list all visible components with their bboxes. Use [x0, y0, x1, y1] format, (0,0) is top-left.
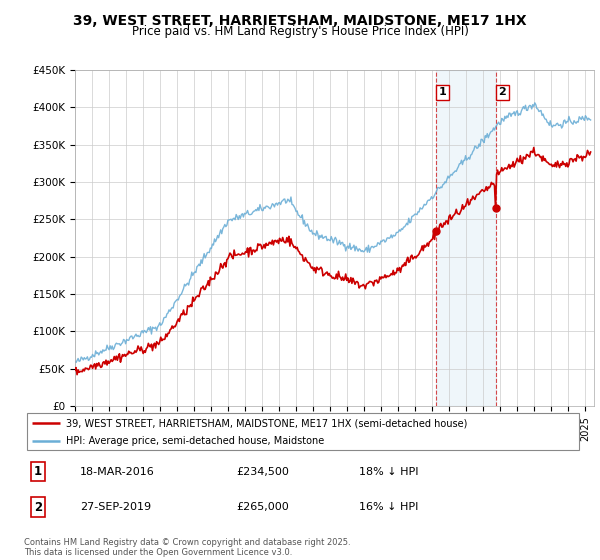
- FancyBboxPatch shape: [27, 413, 579, 450]
- Text: 39, WEST STREET, HARRIETSHAM, MAIDSTONE, ME17 1HX (semi-detached house): 39, WEST STREET, HARRIETSHAM, MAIDSTONE,…: [66, 418, 467, 428]
- Text: £265,000: £265,000: [236, 502, 289, 512]
- Text: Price paid vs. HM Land Registry's House Price Index (HPI): Price paid vs. HM Land Registry's House …: [131, 25, 469, 38]
- Text: 27-SEP-2019: 27-SEP-2019: [80, 502, 151, 512]
- Text: 1: 1: [439, 87, 446, 97]
- Text: 1: 1: [34, 465, 42, 478]
- Text: 18-MAR-2016: 18-MAR-2016: [80, 466, 155, 477]
- Text: HPI: Average price, semi-detached house, Maidstone: HPI: Average price, semi-detached house,…: [66, 436, 324, 446]
- Bar: [436, 70, 496, 406]
- Text: 2: 2: [34, 501, 42, 514]
- Text: £234,500: £234,500: [236, 466, 289, 477]
- Text: Contains HM Land Registry data © Crown copyright and database right 2025.
This d: Contains HM Land Registry data © Crown c…: [24, 538, 350, 557]
- Text: 16% ↓ HPI: 16% ↓ HPI: [359, 502, 418, 512]
- Text: 18% ↓ HPI: 18% ↓ HPI: [359, 466, 418, 477]
- Text: 2: 2: [499, 87, 506, 97]
- Text: 39, WEST STREET, HARRIETSHAM, MAIDSTONE, ME17 1HX: 39, WEST STREET, HARRIETSHAM, MAIDSTONE,…: [73, 14, 527, 28]
